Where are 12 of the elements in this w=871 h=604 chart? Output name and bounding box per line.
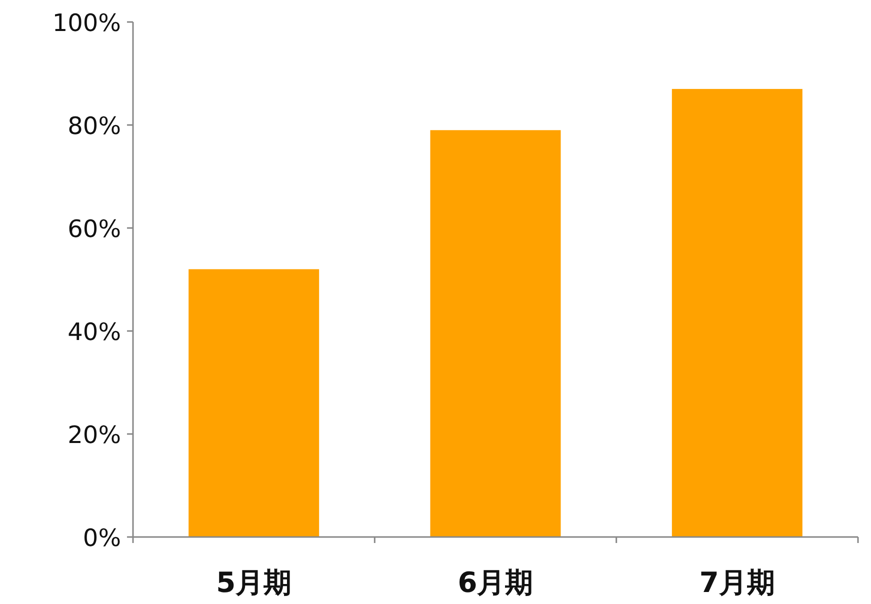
y-tick-label: 100%: [52, 9, 121, 37]
x-tick-label: 7月期: [699, 566, 775, 599]
y-tick-label: 40%: [68, 318, 121, 346]
y-tick-label: 20%: [68, 421, 121, 449]
y-tick-label: 0%: [82, 524, 121, 552]
bar: [188, 269, 320, 537]
y-tick-label: 80%: [68, 112, 121, 140]
bar: [672, 88, 802, 537]
x-tick-label: 6月期: [458, 566, 534, 599]
x-tick-label: 5月期: [216, 566, 292, 599]
bar: [430, 130, 561, 537]
y-tick-label: 60%: [68, 215, 121, 243]
